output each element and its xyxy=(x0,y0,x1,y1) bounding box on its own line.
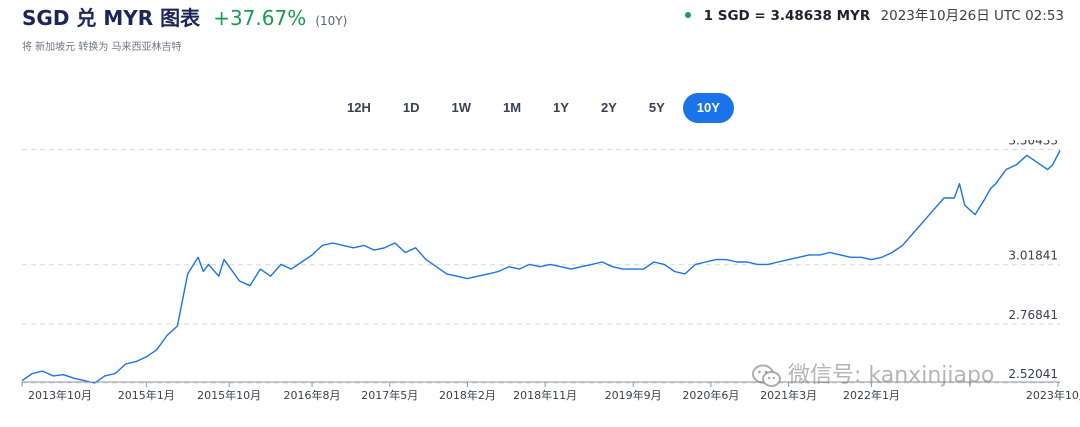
watermark-text: 微信号: kanxinjiapo xyxy=(788,363,995,388)
chart-header: SGD 兑 MYR 图表 +37.67% (10Y) xyxy=(22,2,347,32)
wechat-icon xyxy=(752,364,781,387)
tab-5y[interactable]: 5Y xyxy=(648,100,665,115)
live-rate: 1 SGD = 3.48638 MYR 2023年10月26日 UTC 02:5… xyxy=(685,4,1064,24)
chart-title: SGD 兑 MYR 图表 xyxy=(22,6,201,30)
tab-2y[interactable]: 2Y xyxy=(600,100,617,115)
x-tick-label-0: 2013年10月 xyxy=(28,388,92,402)
rate-value: 1 SGD = 3.48638 MYR xyxy=(703,8,871,24)
tab-1w[interactable]: 1W xyxy=(451,100,471,115)
y-tick-label-0: 3.50433 xyxy=(1008,140,1058,147)
exchange-rate-chart[interactable]: 3.50433 3.01841 2.76841 2.52041 2013年10月 2015… xyxy=(0,140,1080,427)
tab-10y[interactable]: 10Y xyxy=(682,93,734,123)
x-tick-label-5: 2018年2月 xyxy=(439,388,496,402)
watermark: 微信号: kanxinjiapo xyxy=(752,357,994,389)
x-tick-label-10: 2022年1月 xyxy=(843,388,900,402)
tab-1m[interactable]: 1M xyxy=(502,100,522,115)
series-line xyxy=(21,150,1061,384)
y-tick-label-2: 2.76841 xyxy=(1008,308,1058,322)
rate-timestamp: 2023年10月26日 UTC 02:53 xyxy=(880,8,1064,24)
conversion-subtitle: 将 新加坡元 转换为 马来西亚林吉特 xyxy=(22,42,182,53)
y-tick-label-1: 3.01841 xyxy=(1008,249,1058,263)
x-tick-label-9: 2021年3月 xyxy=(760,388,817,402)
x-tick-label-11: 2023年10月 xyxy=(1026,388,1080,402)
x-tick-label-3: 2016年8月 xyxy=(284,388,341,402)
x-tick-label-7: 2019年9月 xyxy=(605,388,662,402)
x-tick-label-4: 2017年5月 xyxy=(361,388,418,402)
tab-12h[interactable]: 12H xyxy=(347,100,371,115)
x-tick-label-6: 2018年11月 xyxy=(513,388,577,402)
tab-1y[interactable]: 1Y xyxy=(553,100,569,115)
tab-1d[interactable]: 1D xyxy=(402,100,420,115)
change-percent: +37.67% xyxy=(213,6,307,30)
live-status-dot-icon xyxy=(685,11,692,18)
y-tick-label-3: 2.52041 xyxy=(1008,367,1058,381)
x-tick-label-2: 2015年10月 xyxy=(197,388,261,402)
x-tick-label-8: 2020年6月 xyxy=(682,388,739,402)
time-range-tabs: 12H 1D 1W 1M 1Y 2Y 5Y 10Y xyxy=(333,93,738,123)
x-tick-label-1: 2015年1月 xyxy=(118,388,175,402)
change-period: (10Y) xyxy=(315,14,348,28)
